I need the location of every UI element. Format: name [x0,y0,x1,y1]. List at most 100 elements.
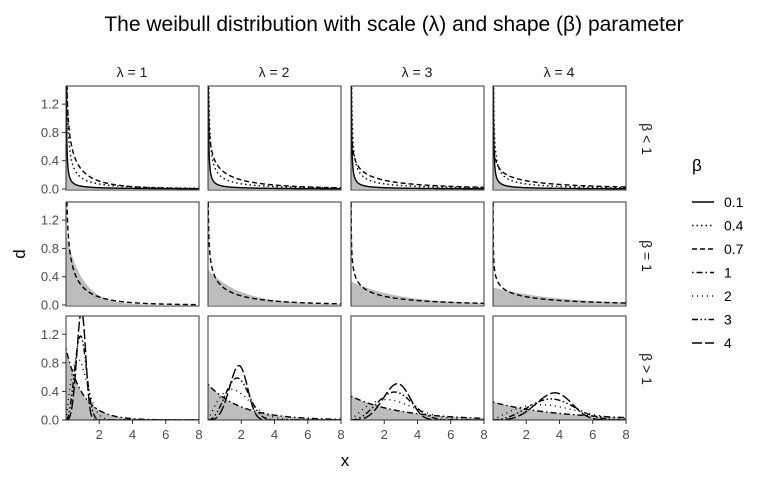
density-curve [493,403,626,420]
shaded-density-area [351,86,484,189]
density-curve [208,383,341,420]
legend-label: 3 [724,312,732,328]
column-strip-label: λ = 1 [117,64,148,80]
y-tick-label: 0.0 [41,298,59,313]
density-curve [493,86,626,190]
panel-border [492,85,627,191]
column-strip-label: λ = 2 [259,64,290,80]
x-tick-label: 8 [337,427,344,442]
panel-border [350,201,485,307]
x-tick-label: 4 [414,427,421,442]
x-tick-label: 8 [622,427,629,442]
y-axis-ticks: 0.0 0.4 0.8 1.2 0.0 0.4 0.8 1.2 0.0 0.4 0.8 1.2 [41,97,66,428]
x-tick-label: 8 [195,427,202,442]
facet-panel [350,201,485,307]
x-tick-label: 6 [589,427,596,442]
facet-panel [65,85,200,191]
column-strip-label: λ = 4 [544,64,575,80]
density-curve [66,86,199,189]
y-tick-label: 0.4 [41,269,59,284]
x-tick-label: 6 [304,427,311,442]
shaded-density-area [66,234,199,305]
row-strips: β < 1 β = 1 β > 1 [639,123,655,385]
x-tick-label: 6 [162,427,169,442]
legend-label: 1 [724,265,732,281]
density-curve [208,86,341,189]
x-axis-label: x [341,451,350,470]
density-curve [493,398,626,420]
panel-border [207,315,342,421]
density-curve [66,86,199,190]
density-curve [351,398,484,420]
chart-title: The weibull distribution with scale (λ) … [104,13,683,36]
shaded-density-area [493,402,626,420]
facet-panel [65,201,200,307]
facet-panel [350,85,485,191]
x-axis-ticks: 2 4 6 8 2 4 6 8 2 4 6 8 2 4 6 8 [96,420,630,442]
x-tick-label: 8 [480,427,487,442]
legend-label: 4 [724,335,732,351]
facet-panel [207,85,342,191]
density-curve [66,86,199,190]
panel-border [492,315,627,421]
shaded-density-area [208,269,341,305]
legend-label: 0.1 [724,194,744,210]
x-tick-label: 2 [238,427,245,442]
panel-border [65,85,200,191]
shaded-density-area [351,396,484,420]
x-tick-label: 2 [381,427,388,442]
density-curve [208,86,341,190]
panel-border [65,201,200,307]
facet-panel [350,315,485,421]
panel-border [350,85,485,191]
legend: β 0.1 0.4 0.7 1 2 3 4 [692,156,744,351]
row-strip-label: β > 1 [639,353,655,385]
density-curve [208,364,341,420]
facet-panel [492,315,627,421]
panel-border [207,201,342,307]
x-tick-label: 4 [271,427,278,442]
panel-border [492,201,627,307]
x-tick-label: 4 [129,427,136,442]
panel-border [207,85,342,191]
row-strip-label: β < 1 [639,123,655,155]
y-axis-label: d [10,249,29,258]
x-tick-label: 2 [523,427,530,442]
row-strip-label: β = 1 [639,240,655,272]
density-curve [351,383,484,420]
density-curve [493,86,626,188]
y-tick-label: 0.4 [41,153,59,168]
density-curve [493,401,626,419]
y-tick-label: 1.2 [41,327,59,342]
column-strip-label: λ = 3 [402,64,433,80]
shaded-density-area [351,281,484,305]
y-tick-label: 0.0 [41,413,59,428]
x-tick-label: 2 [96,427,103,442]
shaded-density-area [208,86,341,189]
facet-panel [207,201,342,307]
density-curve [493,86,626,189]
shaded-density-area [208,384,341,420]
density-curve [66,202,199,306]
legend-label: 2 [724,288,732,304]
shaded-density-area [66,348,199,420]
shaded-density-area [493,86,626,189]
legend-label: 0.4 [724,218,744,234]
density-curve [351,86,484,189]
y-tick-label: 0.8 [41,125,59,140]
y-tick-label: 1.2 [41,97,59,112]
y-tick-label: 0.8 [41,355,59,370]
x-tick-label: 6 [447,427,454,442]
column-strips: λ = 1 λ = 2 λ = 3 λ = 4 [117,64,575,80]
facet-panel [207,315,342,421]
y-tick-label: 1.2 [41,213,59,228]
facet-panel [65,315,200,421]
facet-panel [492,201,627,307]
x-tick-label: 4 [556,427,563,442]
density-curve [208,202,341,305]
shaded-density-area [493,287,626,305]
y-tick-label: 0.0 [41,182,59,197]
panel-border [65,315,200,421]
facet-panel [492,85,627,191]
